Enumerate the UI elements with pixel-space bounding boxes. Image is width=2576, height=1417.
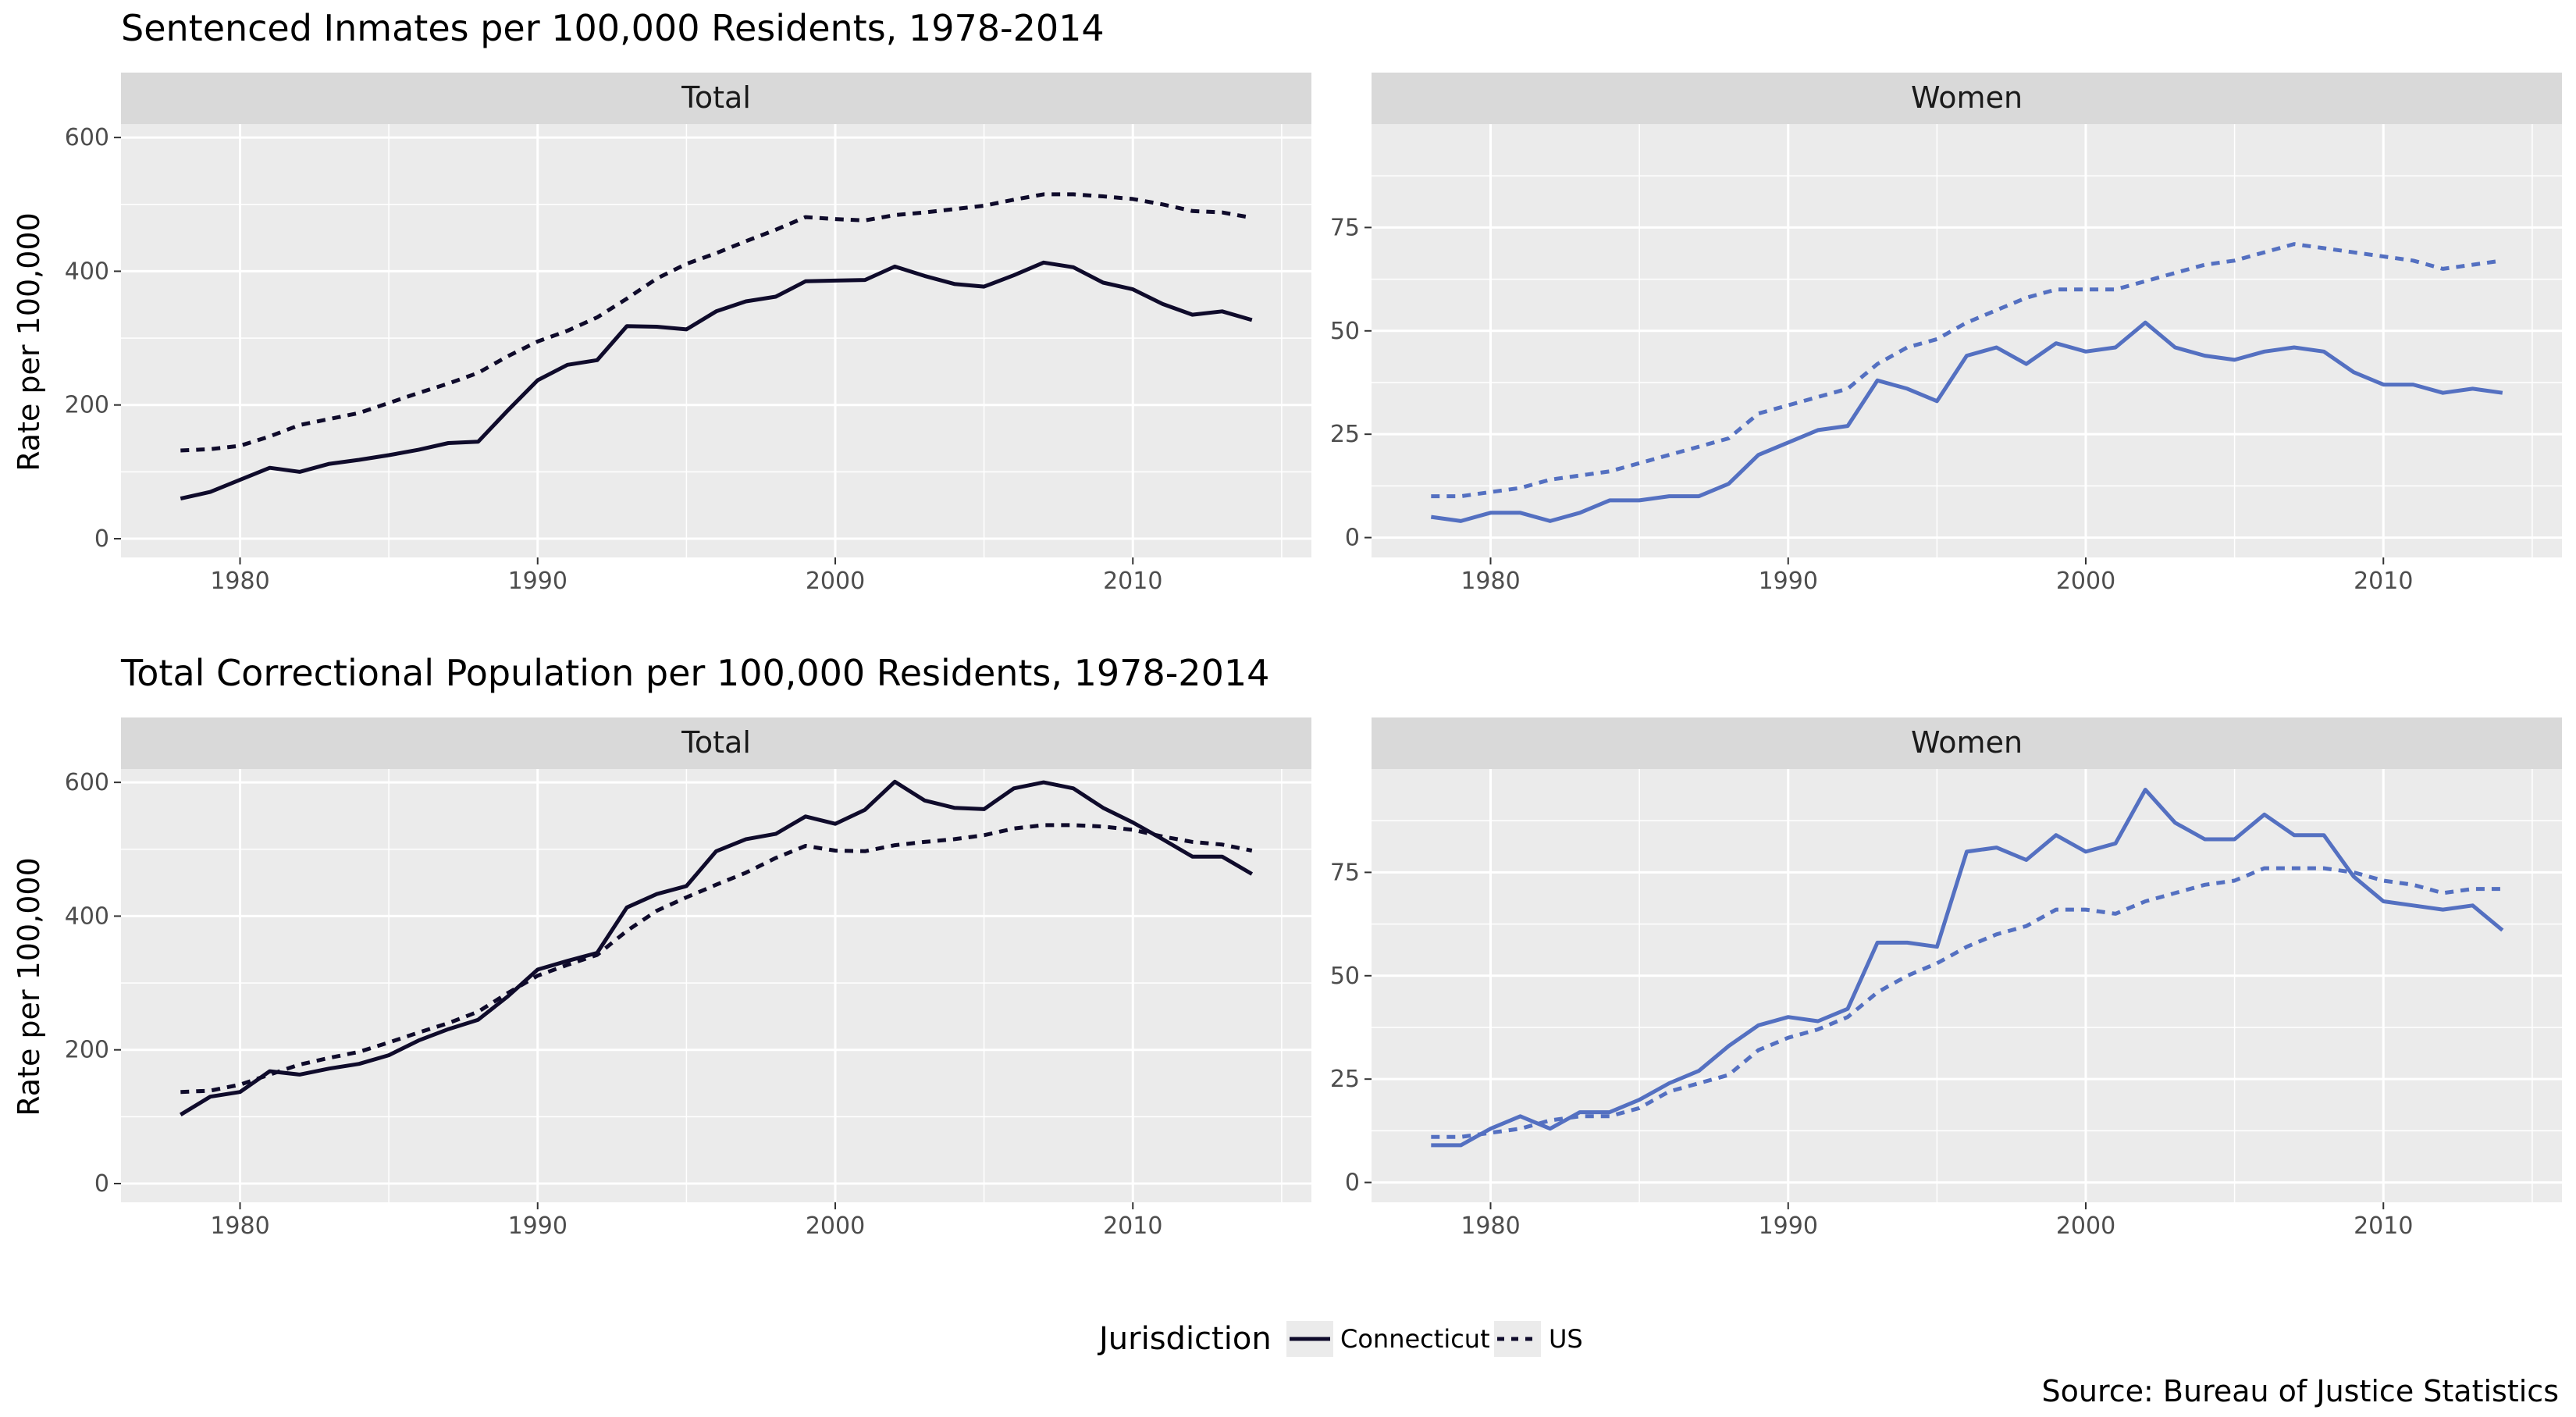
- y-tick-label: 25: [1330, 1066, 1360, 1093]
- panel-background: [121, 769, 1311, 1202]
- y-axis-label-top: Rate per 100,000: [12, 212, 46, 472]
- y-tick-label: 75: [1330, 214, 1360, 241]
- x-tick-label: 2000: [806, 1212, 865, 1240]
- x-tick-label: 2000: [2056, 1212, 2115, 1240]
- x-tick-label: 2010: [1103, 568, 1162, 595]
- y-tick-label: 25: [1330, 421, 1360, 448]
- x-tick-label: 2010: [2354, 568, 2413, 595]
- panel-background: [1372, 769, 2562, 1202]
- x-tick-label: 2000: [806, 568, 865, 595]
- panel-0-0: Total 1980 1990 2000 2010 0 200 400 600: [65, 73, 1311, 595]
- panel-1-1: Women 1980 1990 2000 2010 0 25 50 75: [1330, 717, 2562, 1240]
- facet-strip: [1372, 717, 2562, 769]
- y-tick-label: 0: [1345, 1170, 1360, 1197]
- y-axis-label-bottom: Rate per 100,000: [12, 857, 46, 1116]
- series-line-us: [180, 823, 1253, 1095]
- legend: Jurisdiction Connecticut US: [1097, 1321, 1583, 1357]
- legend-label-connecticut: Connecticut: [1340, 1324, 1490, 1354]
- figure-title-bottom: Total Correctional Population per 100,00…: [120, 652, 1269, 694]
- x-tick-label: 2010: [1103, 1212, 1162, 1240]
- panel-1-0: Total 1980 1990 2000 2010 0 200 400 600: [65, 717, 1311, 1240]
- y-tick-label: 600: [65, 124, 109, 151]
- y-tick-label: 0: [1345, 525, 1360, 552]
- x-tick-label: 1990: [1759, 1212, 1818, 1240]
- series-line-us: [1431, 866, 2503, 1139]
- y-tick-label: 600: [65, 769, 109, 796]
- y-tick-label: 200: [65, 1037, 109, 1064]
- facet-strip-label: Total: [681, 80, 751, 115]
- x-tick-label: 1980: [1461, 1212, 1520, 1240]
- series-line-connecticut: [1430, 320, 2503, 523]
- x-tick-label: 1990: [1759, 568, 1818, 595]
- y-tick-label: 50: [1330, 318, 1360, 345]
- series-line-us: [1431, 242, 2503, 499]
- x-tick-label: 2000: [2056, 568, 2115, 595]
- legend-title: Jurisdiction: [1097, 1321, 1272, 1357]
- caption: Source: Bureau of Justice Statistics: [2042, 1374, 2559, 1408]
- y-tick-label: 400: [65, 258, 109, 285]
- x-tick-label: 1980: [210, 568, 269, 595]
- series-line-connecticut: [180, 260, 1253, 501]
- y-tick-label: 0: [94, 1170, 109, 1198]
- panel-0-1: Women 1980 1990 2000 2010 0 25 50 75: [1330, 73, 2562, 595]
- panel-background: [121, 124, 1311, 557]
- y-tick-label: 75: [1330, 859, 1360, 886]
- series-line-us: [180, 192, 1253, 453]
- panel-background: [1372, 124, 2562, 557]
- y-tick-label: 400: [65, 903, 109, 930]
- y-tick-label: 200: [65, 392, 109, 419]
- legend-label-us: US: [1549, 1324, 1583, 1354]
- series-line-connecticut: [180, 779, 1254, 1116]
- figure-title-top: Sentenced Inmates per 100,000 Residents,…: [121, 7, 1105, 49]
- facet-strip-label: Total: [681, 725, 751, 760]
- facet-strip: [121, 73, 1311, 124]
- facet-strip: [121, 717, 1311, 769]
- facet-strip-label: Women: [1911, 725, 2023, 760]
- x-tick-label: 1980: [1461, 568, 1520, 595]
- y-tick-label: 0: [94, 525, 109, 553]
- x-tick-label: 1990: [508, 568, 568, 595]
- y-tick-label: 50: [1330, 963, 1360, 990]
- series-line-connecticut: [1431, 788, 2504, 1148]
- facet-strip: [1372, 73, 2562, 124]
- facet-strip-label: Women: [1911, 80, 2023, 115]
- x-tick-label: 1980: [210, 1212, 269, 1240]
- x-tick-label: 1990: [508, 1212, 568, 1240]
- x-tick-label: 2010: [2354, 1212, 2413, 1240]
